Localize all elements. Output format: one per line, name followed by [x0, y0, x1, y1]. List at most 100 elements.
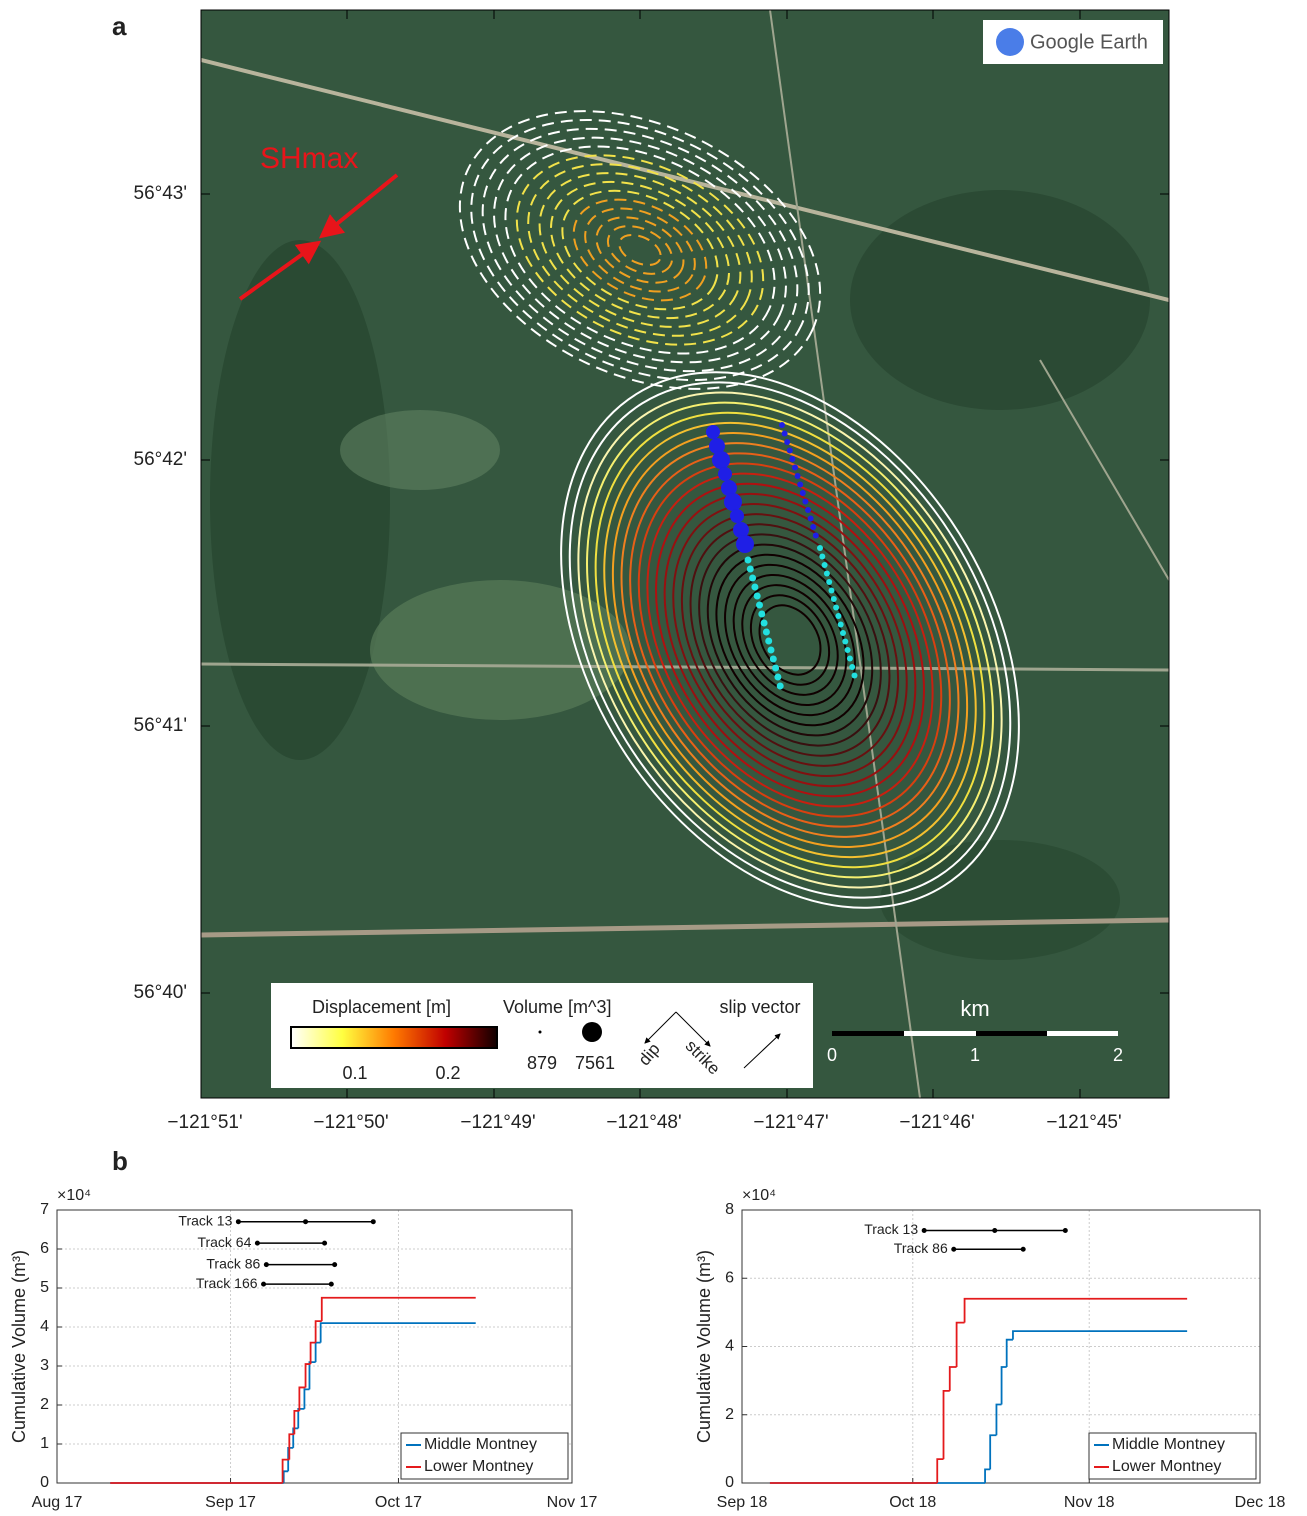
scale-bar [904, 1031, 976, 1036]
volume-marker [539, 1031, 542, 1034]
charts: 01234567Aug 17Sep 17Oct 17Nov 17×10⁴Cumu… [9, 1187, 1286, 1511]
y-exponent: ×10⁴ [742, 1187, 776, 1204]
track-dot [303, 1219, 308, 1224]
watermark: Google Earth [1030, 31, 1148, 53]
lat-tick-label: 56°42' [134, 449, 188, 470]
track-dot [1063, 1228, 1068, 1233]
lon-tick-label: −121°47' [753, 1112, 828, 1133]
watermark-logo [996, 28, 1024, 56]
well-dot [808, 516, 814, 522]
track-label: Track 166 [196, 1275, 258, 1291]
y-tick-label: 7 [40, 1201, 49, 1218]
track-dot [951, 1247, 956, 1252]
well-dot [852, 673, 858, 679]
track-label: Track 13 [864, 1221, 918, 1237]
well-dot [805, 507, 811, 513]
x-tick-label: Sep 17 [205, 1494, 256, 1511]
scale-bar [1047, 1031, 1118, 1036]
y-tick-label: 2 [725, 1406, 734, 1423]
x-tick-label: Oct 17 [375, 1494, 422, 1511]
well-dot [706, 425, 720, 439]
well-dot [730, 509, 744, 523]
well-dot [829, 588, 835, 594]
lon-tick-label: −121°50' [313, 1112, 388, 1133]
track-dot [1021, 1247, 1026, 1252]
track-dot [236, 1219, 241, 1224]
well-dot [749, 575, 756, 582]
track-label: Track 13 [178, 1212, 232, 1228]
y-tick-label: 0 [40, 1474, 49, 1491]
well-dot [817, 545, 823, 551]
legend-title: Displacement [m] [312, 997, 451, 1017]
well-dot [845, 647, 851, 653]
y-tick-label: 0 [725, 1474, 734, 1491]
well-dot [838, 622, 844, 628]
y-axis-label: Cumulative Volume (m³) [9, 1250, 29, 1443]
well-dot [842, 639, 848, 645]
colorbar-tick: 0.1 [342, 1063, 367, 1083]
colorbar [291, 1027, 497, 1048]
lon-tick-label: −121°49' [460, 1112, 535, 1133]
track-dot [261, 1282, 266, 1287]
well-dot [789, 456, 795, 462]
y-tick-label: 6 [725, 1269, 734, 1286]
well-dot [774, 674, 781, 681]
x-tick-label: Sep 18 [717, 1494, 768, 1511]
y-tick-label: 1 [40, 1435, 49, 1452]
well-dot [758, 611, 765, 618]
y-tick-label: 2 [40, 1396, 49, 1413]
lon-tick-label: −121°51' [167, 1112, 242, 1133]
well-dot [797, 482, 803, 488]
well-dot [849, 664, 855, 670]
track-dot [332, 1262, 337, 1267]
well-dot [826, 579, 832, 585]
scale-tick: 1 [970, 1045, 980, 1065]
legend-label: Middle Montney [1112, 1436, 1225, 1453]
lat-tick-label: 56°40' [134, 982, 188, 1003]
legend-label: Middle Montney [424, 1436, 537, 1453]
lon-tick-label: −121°45' [1046, 1112, 1121, 1133]
scale-bar [976, 1031, 1047, 1036]
well-dot [819, 554, 825, 560]
clearing [370, 580, 630, 720]
track-dot [922, 1228, 927, 1233]
well-dot [795, 473, 801, 479]
well-dot [712, 451, 730, 469]
well-dot [810, 524, 816, 530]
well-dot [824, 571, 830, 577]
well-dot [835, 613, 841, 619]
y-tick-label: 6 [40, 1240, 49, 1257]
y-tick-label: 4 [40, 1318, 49, 1335]
lat-tick-label: 56°43' [134, 183, 188, 204]
legend-label: Lower Montney [424, 1458, 533, 1475]
track-dot [992, 1228, 997, 1233]
clearing [340, 410, 500, 490]
x-tick-label: Nov 18 [1064, 1494, 1115, 1511]
scale-bar [832, 1031, 904, 1036]
well-dot [800, 490, 806, 496]
map: SHmax Google Earth Displacement [m] 0.1 … [201, 10, 1169, 1098]
scale-tick: 0 [827, 1045, 837, 1065]
well-dot [736, 535, 754, 553]
well-dot [831, 596, 837, 602]
track-label: Track 64 [197, 1234, 251, 1250]
well-dot [779, 422, 785, 428]
well-dot [754, 593, 761, 600]
forest [210, 240, 390, 760]
well-dot [782, 431, 788, 437]
well-dot [724, 493, 742, 511]
volume-marker [582, 1022, 602, 1042]
track-dot [255, 1241, 260, 1246]
y-axis-label: Cumulative Volume (m³) [694, 1250, 714, 1443]
lon-tick-label: −121°46' [899, 1112, 974, 1133]
x-tick-label: Dec 18 [1235, 1494, 1286, 1511]
well-dot [784, 439, 790, 445]
well-dot [792, 465, 798, 471]
track-dot [322, 1241, 327, 1246]
well-dot [777, 683, 784, 690]
panel-label: a [112, 11, 127, 41]
x-tick-label: Nov 17 [547, 1494, 598, 1511]
track-label: Track 86 [206, 1255, 260, 1271]
well-dot [718, 467, 732, 481]
volume-value: 7561 [575, 1053, 615, 1073]
